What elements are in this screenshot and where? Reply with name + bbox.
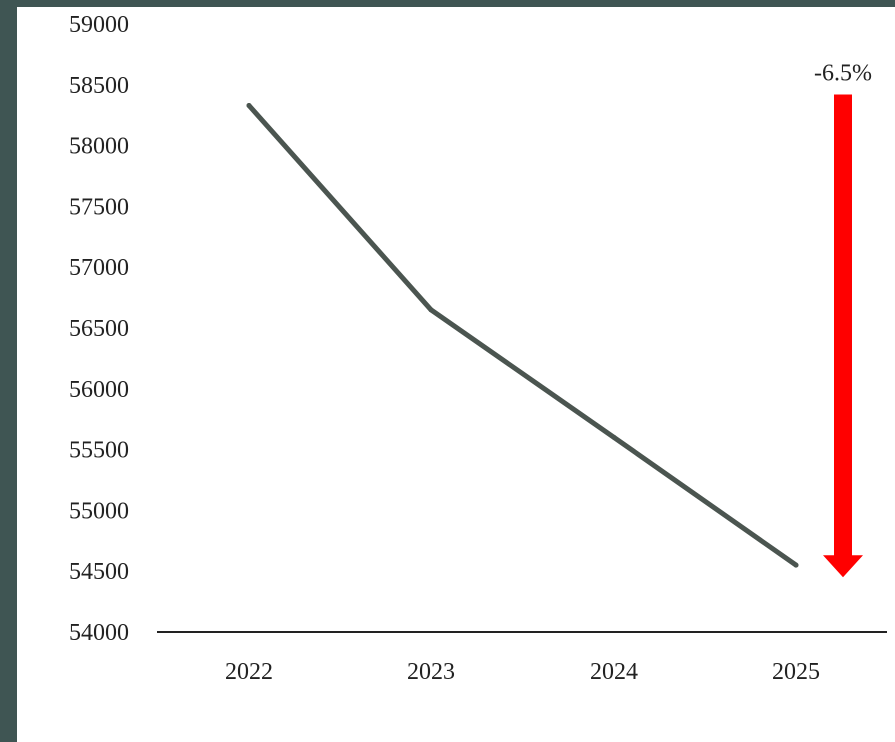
x-tick-label: 2024	[590, 659, 638, 685]
series-line	[246, 103, 799, 568]
y-tick-label: 57000	[69, 255, 129, 281]
y-axis: 59000 58500 58000 57500 57000 56500 56000 55500…	[69, 12, 129, 646]
chart-panel: 59000 58500 58000 57500 57000 56500 56000 55500…	[17, 7, 895, 742]
change-annotation: -6.5%	[814, 61, 872, 578]
data-point	[611, 434, 617, 440]
y-tick-label: 54500	[69, 559, 129, 585]
y-tick-label: 56000	[69, 377, 129, 403]
x-axis: 2022 2023 2024 2025	[157, 631, 887, 685]
y-tick-label: 59000	[69, 12, 129, 38]
y-tick-label: 56500	[69, 316, 129, 342]
y-tick-label: 58500	[69, 73, 129, 99]
y-tick-label: 55500	[69, 438, 129, 464]
change-label: -6.5%	[814, 61, 872, 87]
data-point	[793, 562, 799, 568]
x-tick-label: 2022	[225, 659, 273, 685]
y-tick-label: 54000	[69, 620, 129, 646]
series-layer	[246, 103, 799, 568]
y-tick-label: 57500	[69, 194, 129, 220]
data-point	[246, 103, 252, 108]
data-point	[428, 307, 434, 313]
x-tick-label: 2023	[407, 659, 455, 685]
line-chart: 59000 58500 58000 57500 57000 56500 56000 55500…	[69, 12, 887, 685]
x-tick-label: 2025	[772, 659, 820, 685]
y-tick-label: 55000	[69, 498, 129, 524]
y-tick-label: 58000	[69, 134, 129, 160]
down-arrow-icon	[823, 94, 863, 578]
